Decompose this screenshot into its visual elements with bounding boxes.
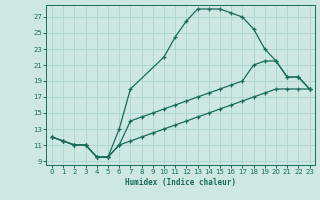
- X-axis label: Humidex (Indice chaleur): Humidex (Indice chaleur): [125, 178, 236, 187]
